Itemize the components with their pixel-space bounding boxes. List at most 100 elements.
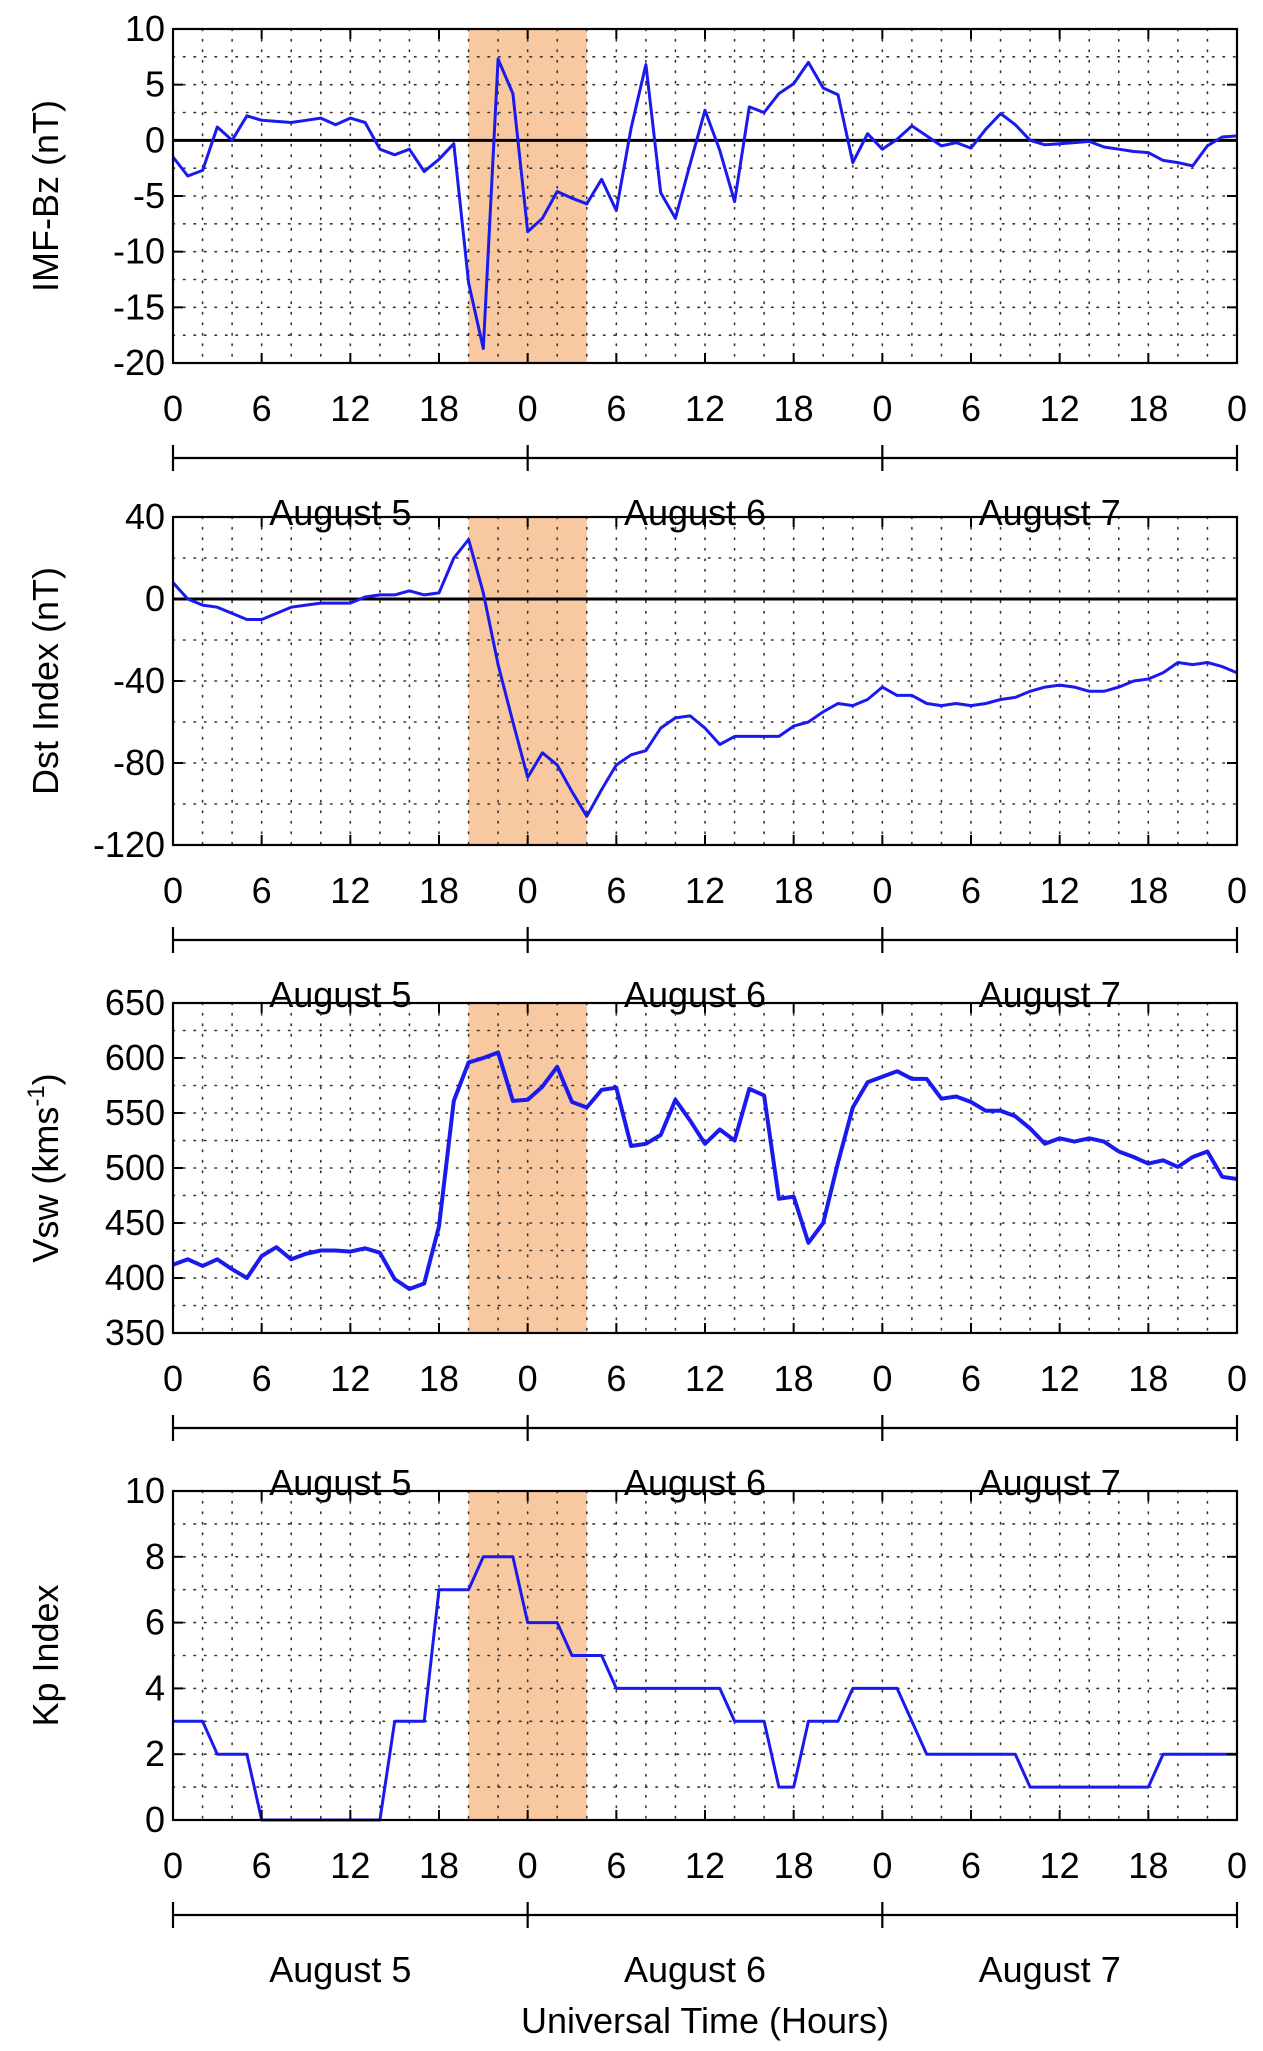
- series-line-1: [171, 538, 1238, 818]
- data-point: [882, 1076, 883, 1077]
- data-point: [246, 619, 247, 620]
- data-point: [690, 163, 691, 164]
- data-point: [527, 1099, 528, 1100]
- data-point: [542, 752, 543, 753]
- data-point: [778, 93, 779, 94]
- data-point: [335, 603, 336, 604]
- data-point: [852, 705, 853, 706]
- y-axis-title: Dst Index (nT): [25, 567, 66, 795]
- data-point: [631, 128, 632, 129]
- data-point: [971, 1102, 972, 1103]
- data-point: [350, 1251, 351, 1252]
- data-point: [749, 106, 750, 107]
- data-point: [1163, 1754, 1164, 1755]
- x-tick-label: 18: [1128, 1845, 1168, 1886]
- data-point: [468, 1062, 469, 1063]
- data-point: [1030, 1787, 1031, 1788]
- day-label: August 6: [624, 1462, 766, 1503]
- data-point: [1015, 1116, 1016, 1117]
- data-point: [1044, 687, 1045, 688]
- data-point: [616, 765, 617, 766]
- data-point: [409, 590, 410, 591]
- data-point: [660, 192, 661, 193]
- data-point: [424, 1283, 425, 1284]
- x-tick-label: 12: [1040, 870, 1080, 911]
- data-point: [631, 1688, 632, 1689]
- data-point: [483, 1058, 484, 1059]
- data-point: [527, 231, 528, 232]
- y-axis-title-text: Vsw (kms: [25, 1107, 66, 1263]
- data-point: [439, 1226, 440, 1227]
- data-point: [1177, 662, 1178, 663]
- data-point: [911, 1078, 912, 1079]
- data-point: [261, 1256, 262, 1257]
- data-point: [823, 711, 824, 712]
- day-label: August 5: [269, 1949, 411, 1990]
- x-tick-label: 0: [163, 388, 183, 429]
- data-point: [749, 736, 750, 737]
- data-point: [705, 110, 706, 111]
- data-point: [246, 115, 247, 116]
- data-point: [719, 1129, 720, 1130]
- series-line-1: [173, 1555, 1237, 1822]
- data-point: [586, 1107, 587, 1108]
- data-point: [557, 1066, 558, 1067]
- data-point: [498, 1052, 499, 1053]
- data-point: [261, 120, 262, 121]
- data-point: [778, 1198, 779, 1199]
- y-tick-label: 400: [105, 1257, 165, 1298]
- x-tick-label: 18: [419, 388, 459, 429]
- data-point: [586, 1655, 587, 1656]
- data-point: [867, 1082, 868, 1083]
- data-point: [956, 703, 957, 704]
- data-point: [1030, 140, 1031, 141]
- x-tick-label: 12: [685, 870, 725, 911]
- data-point: [1118, 1151, 1119, 1152]
- y-tick-label: 5: [145, 64, 165, 105]
- data-point: [202, 1265, 203, 1266]
- x-tick-label: 18: [419, 1845, 459, 1886]
- y-axis-title-text: Kp Index: [25, 1584, 66, 1726]
- data-point: [808, 722, 809, 723]
- x-tick-label: 0: [163, 1845, 183, 1886]
- x-tick-label: 0: [518, 388, 538, 429]
- data-point: [897, 1071, 898, 1072]
- data-point: [1000, 699, 1001, 700]
- y-tick-label: 0: [145, 119, 165, 160]
- y-tick-label: -20: [113, 342, 165, 383]
- data-point: [498, 59, 499, 60]
- data-point: [616, 1688, 617, 1689]
- y-tick-label: 0: [145, 578, 165, 619]
- x-tick-label: 0: [872, 1845, 892, 1886]
- data-point: [1133, 1157, 1134, 1158]
- data-point: [1059, 143, 1060, 144]
- data-point: [867, 133, 868, 134]
- data-point: [379, 149, 380, 150]
- x-tick-label: 6: [252, 870, 272, 911]
- x-tick-label: 0: [518, 870, 538, 911]
- data-point: [1148, 678, 1149, 679]
- data-point: [645, 1143, 646, 1144]
- data-point: [379, 1252, 380, 1253]
- data-point: [1059, 1138, 1060, 1139]
- data-point: [675, 717, 676, 718]
- x-tick-label: 18: [1128, 870, 1168, 911]
- data-point: [941, 705, 942, 706]
- data-point: [512, 722, 513, 723]
- data-point: [1207, 1151, 1208, 1152]
- x-tick-label: 12: [1040, 1358, 1080, 1399]
- event-highlight-band: [468, 517, 587, 845]
- data-point: [675, 1099, 676, 1100]
- data-point: [1163, 160, 1164, 161]
- y-tick-label: 2: [145, 1733, 165, 1774]
- data-point: [217, 607, 218, 608]
- data-point: [1074, 1141, 1075, 1142]
- data-point: [261, 619, 262, 620]
- data-point: [1192, 664, 1193, 665]
- x-tick-label: 0: [518, 1358, 538, 1399]
- data-point: [778, 736, 779, 737]
- panel-1: -20 -15 -10 -5 0 5 10 0 6 12 18 0 6 12 18 0 6 12 18 0 August…: [25, 8, 1247, 533]
- y-tick-label: 8: [145, 1536, 165, 1577]
- series-line-1: [171, 57, 1238, 350]
- data-point: [187, 175, 188, 176]
